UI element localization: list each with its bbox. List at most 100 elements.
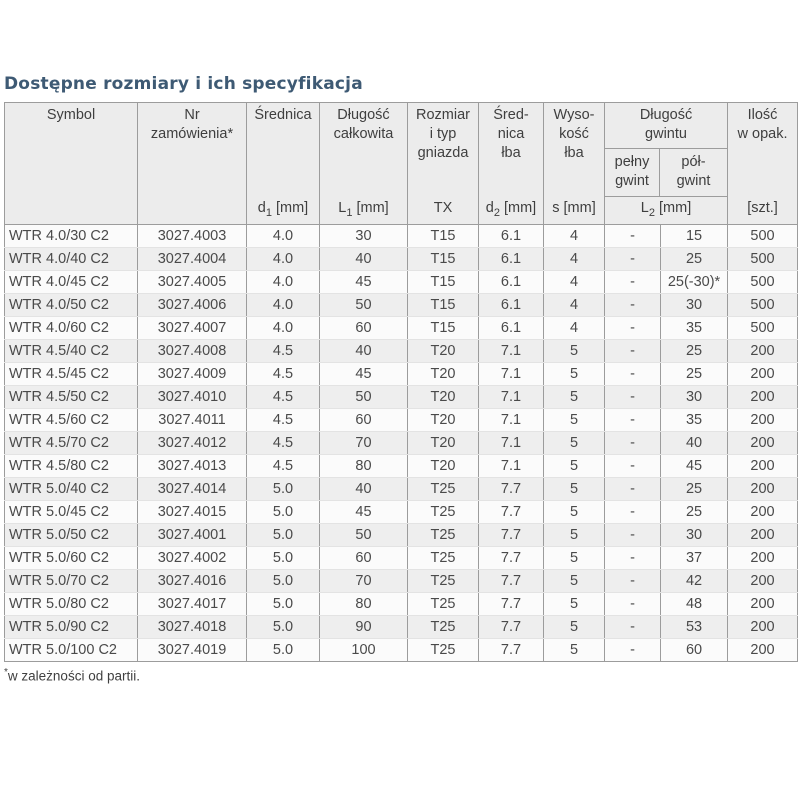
table-body: WTR 4.0/30 C2 3027.4003 4.0 30 T15 6.1 4-15 500… [4,224,799,662]
table-cell: 5 [543,408,605,432]
table-cell: 4.5 [246,362,320,386]
table-cell: 7.7 [478,615,544,639]
table-cell: WTR 4.0/50 C2 [4,293,138,317]
table-cell: - [604,339,661,363]
col-header-symbol: Symbol [4,102,138,225]
table-row: WTR 4.0/40 C2 3027.4004 4.0 40 T15 6.1 4-25 500 [4,247,799,271]
table-cell: 200 [727,500,799,524]
col-label: Rozmiar i typ gniazda [416,107,470,162]
table-cell: 5.0 [246,592,320,616]
table-cell: 3027.4015 [137,500,247,524]
thread-length-subheaders: pełny gwint pół- gwint [605,148,728,198]
table-cell: 5 [543,638,605,662]
table-cell: WTR 4.5/50 C2 [4,385,138,409]
table-cell: 200 [727,362,799,386]
table-cell: WTR 5.0/50 C2 [4,523,138,547]
footnote-marker: * [4,667,8,678]
table-cell: 3027.4010 [137,385,247,409]
table-cell: 7.1 [478,431,544,455]
table-cell: 15 [659,224,729,248]
table-cell: 5.0 [246,569,320,593]
table-cell: - [604,362,661,386]
table-cell: 3027.4016 [137,569,247,593]
table-cell: 200 [727,523,799,547]
table-cell: 5 [543,454,605,478]
table-cell: 4 [543,293,605,317]
table-cell: 25 [659,339,729,363]
table-cell: - [604,316,661,340]
col-header-thread-length-group: Długość gwintu pełny gwint pół- gwint L2… [603,102,729,225]
table-cell: 200 [727,592,799,616]
table-cell: - [604,224,661,248]
table-cell: 5 [543,546,605,570]
table-cell: 4.0 [246,293,320,317]
table-cell: 6.1 [478,316,544,340]
table-cell: 4.5 [246,385,320,409]
table-row: WTR 4.5/60 C2 3027.4011 4.5 60 T20 7.1 5-35 200 [4,408,799,432]
page: Dostępne rozmiary i ich specyfikacja Sym… [4,74,799,684]
table-cell: - [604,638,661,662]
table-row: WTR 4.0/45 C2 3027.4005 4.0 45 T15 6.1 4-25(-3… [4,270,799,294]
table-cell: T25 [407,477,479,501]
table-cell: 30 [659,293,729,317]
table-cell: T25 [407,615,479,639]
table-cell: 4 [543,270,605,294]
table-cell: 5.0 [246,523,320,547]
table-cell: 200 [727,385,799,409]
table-cell: 5 [543,477,605,501]
table-cell: 5.0 [246,615,320,639]
table-cell: T25 [407,638,479,662]
table-cell: 4 [543,224,605,248]
table-row: WTR 4.5/70 C2 3027.4012 4.5 70 T20 7.1 5-40 200 [4,431,799,455]
table-cell: 4.5 [246,431,320,455]
table-cell: 3027.4019 [137,638,247,662]
table-cell: 4.0 [246,270,320,294]
table-cell: - [604,385,661,409]
table-cell: T20 [407,431,479,455]
table-cell: 200 [727,477,799,501]
table-cell: - [604,569,661,593]
col-unit: d1 [mm] [257,200,309,219]
table-cell: 7.7 [478,592,544,616]
table-cell: 4.0 [246,316,320,340]
table-cell: - [604,270,661,294]
table-cell: 500 [727,316,799,340]
col-unit: L2 [mm] [640,200,692,219]
table-row: WTR 4.5/45 C2 3027.4009 4.5 45 T20 7.1 5-25 200 [4,362,799,386]
table-cell: - [604,247,661,271]
table-cell: - [604,523,661,547]
table-cell: T20 [407,339,479,363]
table-cell: 25 [659,500,729,524]
col-unit: [szt.] [747,200,778,217]
table-cell: T15 [407,293,479,317]
table-cell: 70 [319,569,408,593]
col-label: Długość całkowita [333,107,394,143]
table-cell: 200 [727,408,799,432]
table-cell: 5 [543,523,605,547]
col-label: Średnica [254,107,312,123]
table-cell: 5.0 [246,477,320,501]
table-cell: 5 [543,500,605,524]
col-unit: TX [433,200,453,217]
table-cell: 5 [543,431,605,455]
table-row: WTR 4.5/80 C2 3027.4013 4.5 80 T20 7.1 5-45 200 [4,454,799,478]
table-cell: WTR 5.0/80 C2 [4,592,138,616]
table-cell: 35 [659,316,729,340]
table-cell: 5.0 [246,638,320,662]
col-label: Nr zamówienia* [150,107,234,143]
table-cell: 3027.4002 [137,546,247,570]
table-cell: 4.0 [246,224,320,248]
table-cell: 7.7 [478,477,544,501]
table-cell: 4 [543,316,605,340]
table-cell: 48 [659,592,729,616]
table-cell: 200 [727,569,799,593]
table-cell: WTR 5.0/90 C2 [4,615,138,639]
table-cell: 3027.4008 [137,339,247,363]
table-cell: 80 [319,454,408,478]
col-label: Długość gwintu [639,107,693,143]
table-cell: 25(-30)* [659,270,729,294]
table-cell: 200 [727,638,799,662]
table-row: WTR 5.0/60 C2 3027.4002 5.0 60 T25 7.7 5-37 200 [4,546,799,570]
table-cell: 3027.4005 [137,270,247,294]
col-header-total-length: Długość całkowita L1 [mm] [319,102,408,225]
